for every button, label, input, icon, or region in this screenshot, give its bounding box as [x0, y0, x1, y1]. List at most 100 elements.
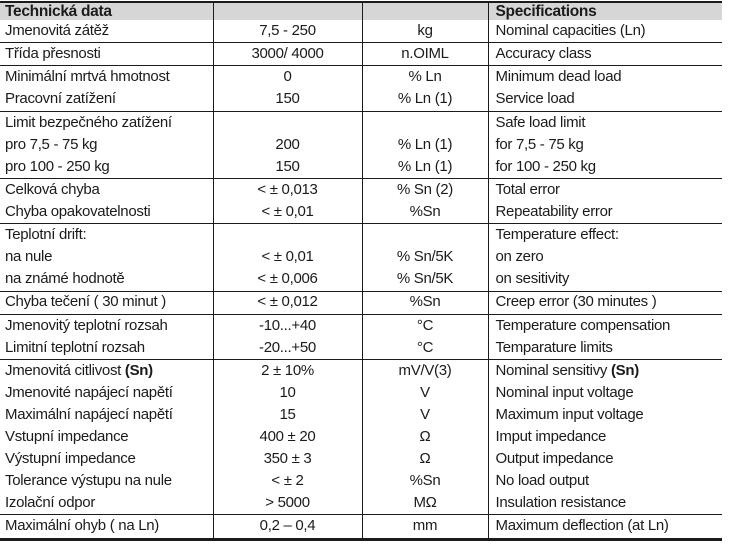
row-value-text: < ± 0,006	[257, 270, 318, 288]
row-value-text: < ± 0,012	[257, 293, 318, 311]
spec-row: Pracovní zatížení 150 % Ln (1) Service load	[0, 88, 722, 112]
row-label-english: Safe load limit	[487, 111, 722, 134]
row-label-english: for 100 - 250 kg	[487, 155, 722, 180]
spec-row: Třída přesnosti 3000/ 4000 n.OIML Accuracy …	[0, 42, 722, 67]
row-unit-text: % Ln (1)	[397, 90, 453, 108]
row-value: 400 ± 20	[212, 426, 362, 449]
row-value: < ± 0,01	[212, 201, 362, 225]
row-unit-text: % Ln	[408, 68, 442, 86]
row-unit: Ω	[361, 426, 488, 449]
row-unit-text: V	[420, 405, 430, 423]
row-value-text: -20...+50	[259, 338, 316, 356]
row-value: 0	[212, 65, 362, 89]
row-label-czech: Pracovní zatížení	[0, 88, 213, 112]
row-value	[212, 223, 362, 247]
row-label-english: Imput impedance	[487, 426, 722, 449]
row-label-english-text: Repeatability error	[495, 202, 613, 220]
row-label-english: Temperature compensation	[487, 314, 722, 337]
row-value: -20...+50	[212, 336, 362, 361]
row-unit-text: mm	[412, 517, 438, 535]
row-label-english-text: Temperature effect:	[495, 226, 620, 244]
row-unit: °C	[361, 314, 488, 337]
row-label-english: Service load	[487, 88, 722, 112]
header-english-title: Specifications	[487, 2, 722, 21]
row-unit-text: V	[420, 384, 430, 401]
row-label-english-bold-text: (Sn)	[610, 361, 639, 379]
row-value-text: 10	[279, 384, 296, 401]
row-value: > 5000	[212, 492, 362, 516]
row-label-english-text: Safe load limit	[495, 113, 586, 131]
row-label-english-text: for 7,5 - 75 kg	[495, 135, 584, 153]
spec-row: Chyba opakovatelnosti < ± 0,01 %Sn Repeatab…	[0, 201, 722, 225]
row-value: < ± 0,013	[212, 178, 362, 202]
row-label-english-text: Nominal capacities (Ln)	[495, 21, 646, 39]
row-unit: % Sn (2)	[361, 178, 488, 202]
row-unit: Ω	[361, 448, 488, 471]
row-value-text: 3000/ 4000	[251, 45, 324, 63]
row-unit: % Ln (1)	[361, 155, 488, 180]
row-unit: V	[361, 404, 488, 427]
spec-row: Výstupní impedance 350 ± 3 Ω Output impedan…	[0, 448, 722, 471]
row-value-text: -10...+40	[259, 316, 316, 334]
row-label-english-text: Nominal sensitivy	[495, 361, 611, 379]
row-label-english: Nominal sensitivy (Sn)	[487, 359, 722, 383]
row-unit-text: °C	[416, 338, 434, 356]
row-label-english: No load output	[487, 470, 722, 493]
row-label-czech-text: Jmenovitý teplotní rozsah	[5, 316, 168, 334]
row-label-czech: Jmenovitý teplotní rozsah	[0, 314, 213, 337]
row-label-czech-text: Třída přesnosti	[5, 45, 101, 63]
row-label-czech-text: Minimální mrtvá hmotnost	[5, 68, 170, 86]
row-value-text: > 5000	[265, 493, 310, 511]
row-value-text: 15	[279, 405, 296, 423]
row-label-english: Minimum dead load	[487, 65, 722, 89]
row-label-czech: pro 100 - 250 kg	[0, 155, 213, 180]
spec-row: Limitní teplotní rozsah -20...+50 °C Tempar…	[0, 336, 722, 361]
row-value: 150	[212, 88, 362, 112]
row-label-english: Total error	[487, 178, 722, 202]
spec-row: Jmenovitá citlivost (Sn) 2 ± 10% mV/V(3) No…	[0, 359, 722, 383]
row-unit-text: kg	[417, 21, 433, 39]
row-label-czech-text: Pracovní zatížení	[5, 90, 116, 108]
spec-row: na nule < ± 0,01 % Sn/5K on zero	[0, 246, 722, 269]
row-label-english: Nominal input voltage	[487, 382, 722, 405]
row-unit-text: Ω	[419, 449, 431, 467]
row-label-czech-text: Jmenovitá citlivost	[5, 361, 125, 379]
row-label-czech-text: Izolační odpor	[5, 493, 96, 511]
row-label-english-text: Imput impedance	[495, 427, 607, 445]
spec-row: Tolerance výstupu na nule < ± 2 %Sn No load…	[0, 470, 722, 493]
row-label-czech-text: Jmenovité napájecí napětí	[5, 384, 173, 401]
row-label-czech-bold-text: (Sn)	[124, 361, 153, 379]
row-label-czech: na nule	[0, 246, 213, 268]
row-value-text: 2 ± 10%	[261, 361, 314, 379]
row-value-text: 150	[275, 157, 300, 175]
row-label-czech: na známé hodnotě	[0, 268, 213, 292]
row-label-czech-text: Chyba tečení ( 30 minut )	[5, 293, 166, 311]
spec-row: Maximální ohyb ( na Ln) 0,2 – 0,4 mm Maximu…	[0, 514, 722, 540]
row-label-english-text: Service load	[495, 90, 575, 108]
row-label-czech: Vstupní impedance	[0, 426, 213, 448]
row-label-czech-text: Chyba opakovatelnosti	[5, 202, 151, 220]
table-body: Jmenovitá zátěž 7,5 - 250 kg Nominal capaci…	[0, 20, 722, 540]
spec-row: Chyba tečení ( 30 minut ) < ± 0,012 %Sn Cre…	[0, 291, 722, 315]
row-label-czech: Chyba opakovatelnosti	[0, 201, 213, 225]
row-label-english-text: Output impedance	[495, 449, 614, 467]
row-value: < ± 0,012	[212, 291, 362, 315]
spec-row: na známé hodnotě < ± 0,006 % Sn/5K on sesit…	[0, 268, 722, 292]
row-label-english: Output impedance	[487, 448, 722, 471]
row-unit: MΩ	[361, 492, 488, 516]
row-unit-text: %Sn	[409, 293, 441, 311]
spec-row: Celková chyba < ± 0,013 % Sn (2) Total erro…	[0, 178, 722, 202]
row-label-czech-text: pro 100 - 250 kg	[5, 157, 110, 175]
row-label-english: Creep error (30 minutes )	[487, 291, 722, 315]
row-label-czech: Minimální mrtvá hmotnost	[0, 66, 213, 89]
row-label-english-text: on sesitivity	[495, 270, 570, 288]
row-unit: % Sn/5K	[361, 246, 488, 269]
header-value-column	[212, 2, 362, 21]
row-value: 10	[212, 382, 362, 405]
row-label-czech-text: na známé hodnotě	[5, 270, 125, 288]
row-value-text: 350 ± 3	[263, 449, 312, 467]
row-value-text: 0,2 – 0,4	[259, 517, 316, 535]
row-value: 350 ± 3	[212, 448, 362, 471]
row-value-text: 7,5 - 250	[259, 21, 316, 39]
